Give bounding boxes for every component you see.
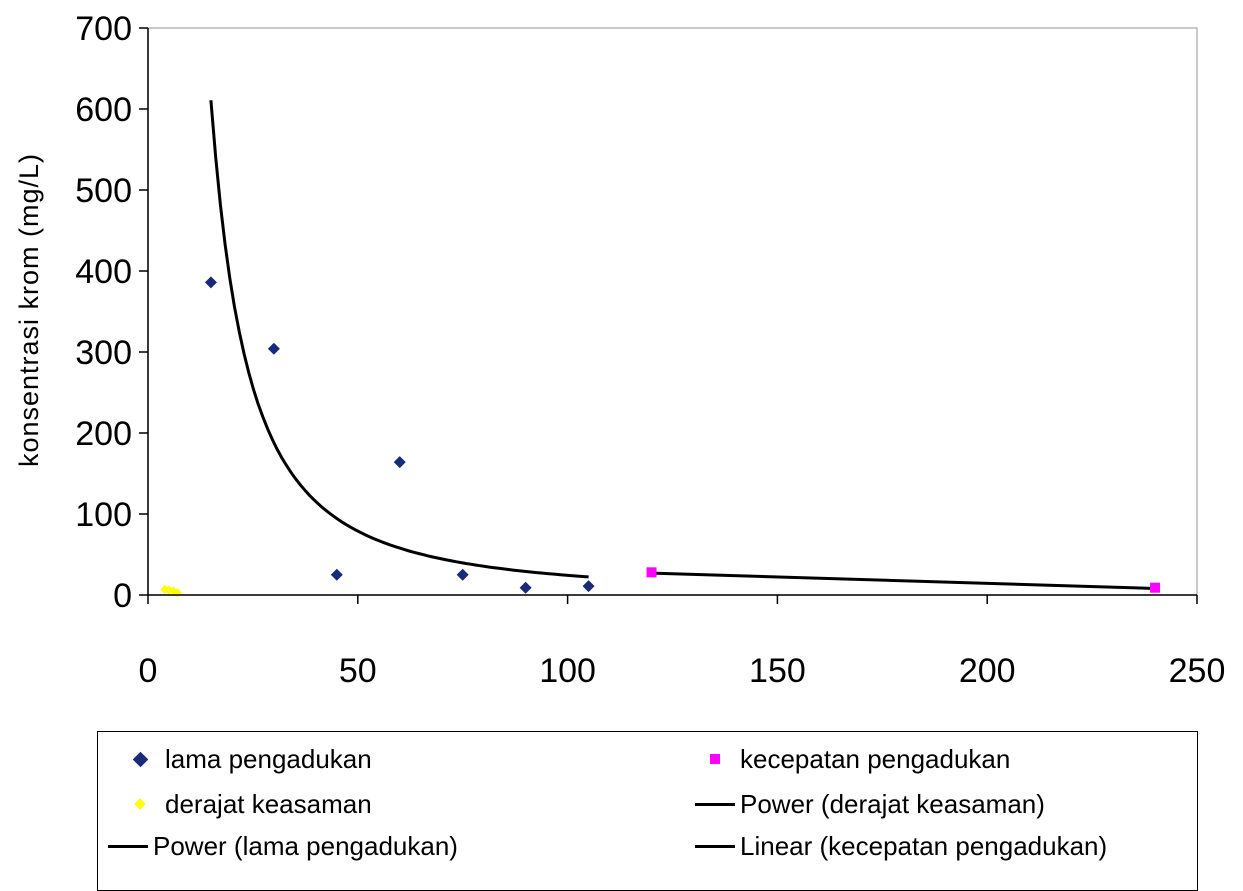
axis-tick-group: 0 100 200 300 400 500 600 700 0 50 100 150 200 250 bbox=[75, 10, 1225, 690]
y-tick-label: 300 bbox=[75, 334, 132, 372]
plot-area bbox=[147, 27, 1198, 596]
data-point bbox=[1150, 582, 1161, 593]
x-tick-label: 250 bbox=[1169, 652, 1226, 690]
data-point bbox=[646, 567, 657, 578]
diamond-marker-icon bbox=[134, 798, 146, 810]
diamond-marker-icon bbox=[132, 751, 148, 767]
y-tick-label: 500 bbox=[75, 172, 132, 210]
line-marker-icon bbox=[695, 802, 735, 806]
y-tick-label: 0 bbox=[113, 577, 132, 615]
data-point bbox=[204, 276, 217, 289]
line-marker-icon bbox=[695, 844, 735, 848]
data-point bbox=[393, 456, 406, 469]
legend-label: derajat keasaman bbox=[165, 788, 372, 819]
legend-item-kecepatan-pengadukan: kecepatan pengadukan bbox=[693, 742, 1010, 776]
x-tick-label: 100 bbox=[539, 652, 596, 690]
legend-label: Linear (kecepatan pengadukan) bbox=[740, 830, 1108, 861]
legend-label: Power (lama pengadukan) bbox=[153, 830, 458, 861]
legend-item-derajat-keasaman: derajat keasaman bbox=[118, 787, 372, 821]
legend: lama pengadukan kecepatan pengadukan der… bbox=[97, 731, 1198, 891]
y-tick-label: 600 bbox=[75, 91, 132, 129]
legend-item-lama-pengadukan: lama pengadukan bbox=[118, 742, 372, 776]
y-tick-label: 700 bbox=[75, 10, 132, 48]
legend-label: Power (derajat keasaman) bbox=[740, 788, 1045, 819]
data-point bbox=[582, 580, 595, 593]
square-marker-icon bbox=[710, 754, 720, 764]
trendline-power-lama-pengadukan bbox=[209, 100, 589, 579]
data-point-group bbox=[160, 276, 1161, 598]
y-tick-label: 400 bbox=[75, 253, 132, 291]
x-tick-label: 0 bbox=[139, 652, 158, 690]
x-tick-label: 200 bbox=[959, 652, 1016, 690]
y-tick-label: 100 bbox=[75, 496, 132, 534]
trendline-linear-kecepatan-pengadukan bbox=[651, 571, 1156, 590]
legend-label: lama pengadukan bbox=[165, 743, 372, 774]
x-tick-label: 150 bbox=[749, 652, 806, 690]
legend-item-power-derajat-keasaman: Power (derajat keasaman) bbox=[693, 787, 1045, 821]
data-point bbox=[267, 342, 280, 355]
line-marker-icon bbox=[108, 844, 148, 848]
x-tick-label: 50 bbox=[339, 652, 377, 690]
y-tick-label: 200 bbox=[75, 415, 132, 453]
legend-item-linear-kecepatan-pengadukan: Linear (kecepatan pengadukan) bbox=[693, 829, 1107, 863]
data-point bbox=[456, 568, 469, 581]
data-point bbox=[330, 568, 343, 581]
legend-label: kecepatan pengadukan bbox=[740, 743, 1011, 774]
y-axis-label: konsentrasi krom (mg/L) bbox=[14, 153, 44, 467]
legend-item-power-lama-pengadukan: Power (lama pengadukan) bbox=[106, 829, 458, 863]
data-point bbox=[519, 581, 532, 594]
